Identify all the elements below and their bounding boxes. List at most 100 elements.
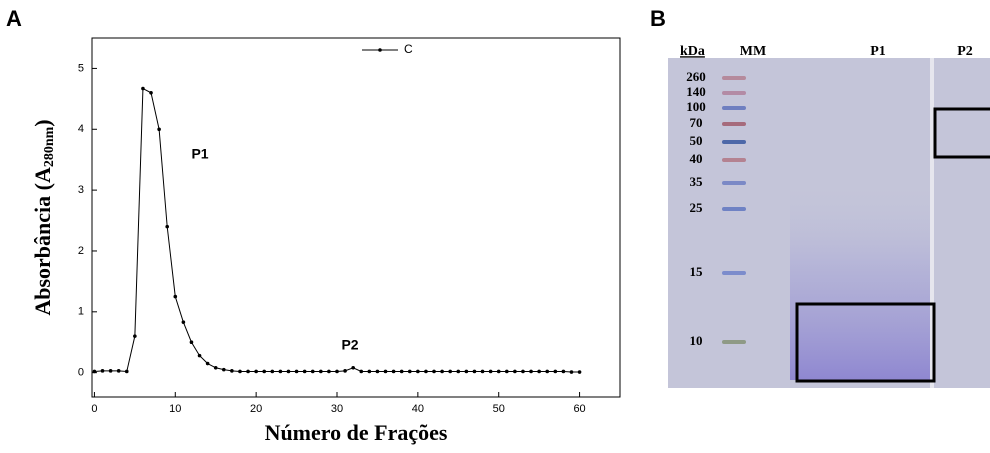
data-point bbox=[246, 369, 250, 374]
marker-label: 70 bbox=[690, 115, 703, 130]
data-point bbox=[496, 369, 501, 374]
gel-unit: kDa bbox=[680, 44, 705, 59]
marker-band bbox=[722, 207, 746, 211]
x-tick-label: 40 bbox=[412, 403, 424, 415]
y-tick-label: 2 bbox=[78, 245, 84, 257]
marker-band bbox=[722, 140, 746, 144]
data-point bbox=[456, 369, 461, 374]
data-point bbox=[448, 369, 452, 374]
legend-label: C bbox=[404, 42, 413, 56]
marker-band bbox=[722, 91, 746, 95]
data-point bbox=[157, 127, 161, 132]
data-point bbox=[464, 369, 469, 374]
data-point bbox=[424, 369, 428, 374]
y-axis-label: Absorbância (A280nm) bbox=[30, 119, 57, 315]
data-point bbox=[181, 320, 186, 324]
x-tick-label: 30 bbox=[331, 403, 343, 415]
data-point bbox=[327, 369, 331, 374]
data-point bbox=[399, 369, 404, 374]
data-point bbox=[545, 369, 550, 374]
data-point bbox=[108, 369, 113, 373]
data-point bbox=[440, 369, 444, 374]
data-point bbox=[391, 369, 396, 374]
data-point bbox=[375, 369, 380, 374]
marker-band bbox=[722, 181, 746, 185]
marker-band bbox=[722, 158, 746, 162]
x-tick-label: 60 bbox=[573, 403, 585, 415]
y-tick-label: 5 bbox=[78, 62, 84, 74]
data-point bbox=[351, 365, 355, 370]
marker-label: 50 bbox=[690, 133, 703, 148]
data-point bbox=[165, 224, 169, 229]
highlight-box bbox=[795, 302, 936, 383]
data-point bbox=[270, 369, 275, 374]
data-point bbox=[553, 369, 558, 374]
data-point bbox=[230, 369, 234, 373]
data-point bbox=[529, 369, 533, 374]
data-point bbox=[262, 369, 267, 374]
data-line bbox=[94, 87, 580, 373]
data-point bbox=[569, 370, 574, 374]
y-label-suffix: ) bbox=[30, 119, 55, 126]
legend-marker bbox=[378, 48, 382, 52]
marker-band bbox=[722, 271, 746, 275]
y-tick-label: 1 bbox=[78, 306, 84, 318]
gel-smear bbox=[790, 180, 930, 380]
data-point bbox=[480, 369, 485, 374]
y-label-sub: 280nm bbox=[42, 126, 57, 167]
data-point bbox=[213, 365, 218, 370]
x-tick-label: 20 bbox=[250, 403, 262, 415]
y-label-text: Absorbância (A bbox=[30, 167, 55, 316]
data-point bbox=[238, 369, 242, 374]
marker-label: 40 bbox=[690, 151, 703, 166]
data-point bbox=[302, 369, 307, 374]
data-point bbox=[472, 369, 477, 374]
data-point bbox=[407, 369, 412, 374]
data-point bbox=[561, 369, 566, 374]
data-point bbox=[319, 369, 323, 374]
panel-label: A bbox=[6, 6, 22, 31]
data-point bbox=[513, 369, 517, 374]
marker-label: 10 bbox=[690, 333, 703, 348]
data-point bbox=[100, 369, 105, 373]
data-point bbox=[278, 369, 283, 374]
x-tick-label: 0 bbox=[91, 403, 97, 415]
panel-label: B bbox=[650, 6, 666, 31]
data-point bbox=[416, 369, 420, 374]
data-point bbox=[254, 369, 258, 374]
data-point bbox=[488, 369, 493, 374]
data-point bbox=[577, 370, 582, 374]
data-point bbox=[221, 367, 226, 372]
y-tick-label: 3 bbox=[78, 184, 84, 196]
y-tick-label: 4 bbox=[78, 123, 84, 135]
annotation: P2 bbox=[341, 337, 358, 353]
data-point bbox=[197, 353, 202, 358]
data-point bbox=[141, 86, 145, 91]
data-point bbox=[367, 369, 372, 374]
marker-band bbox=[722, 76, 746, 80]
data-point bbox=[189, 340, 194, 345]
data-point bbox=[504, 369, 509, 374]
x-tick-label: 50 bbox=[493, 403, 505, 415]
data-point bbox=[133, 334, 137, 338]
marker-band bbox=[722, 106, 746, 110]
x-axis-label: Número de Frações bbox=[265, 420, 448, 445]
marker-label: 35 bbox=[690, 174, 704, 189]
marker-label: 140 bbox=[686, 84, 706, 99]
data-point bbox=[149, 90, 153, 95]
data-point bbox=[286, 369, 291, 374]
x-tick-label: 10 bbox=[169, 403, 181, 415]
marker-band bbox=[722, 122, 746, 126]
data-point bbox=[343, 369, 347, 373]
annotation: P1 bbox=[191, 146, 208, 162]
data-point bbox=[124, 369, 129, 374]
gel-gap bbox=[930, 58, 934, 388]
lane-label: MM bbox=[740, 44, 766, 59]
data-point bbox=[359, 369, 364, 374]
plot-frame bbox=[91, 37, 621, 398]
data-point bbox=[383, 369, 388, 374]
marker-band bbox=[722, 340, 746, 344]
data-point bbox=[173, 294, 178, 299]
data-point bbox=[432, 369, 436, 374]
